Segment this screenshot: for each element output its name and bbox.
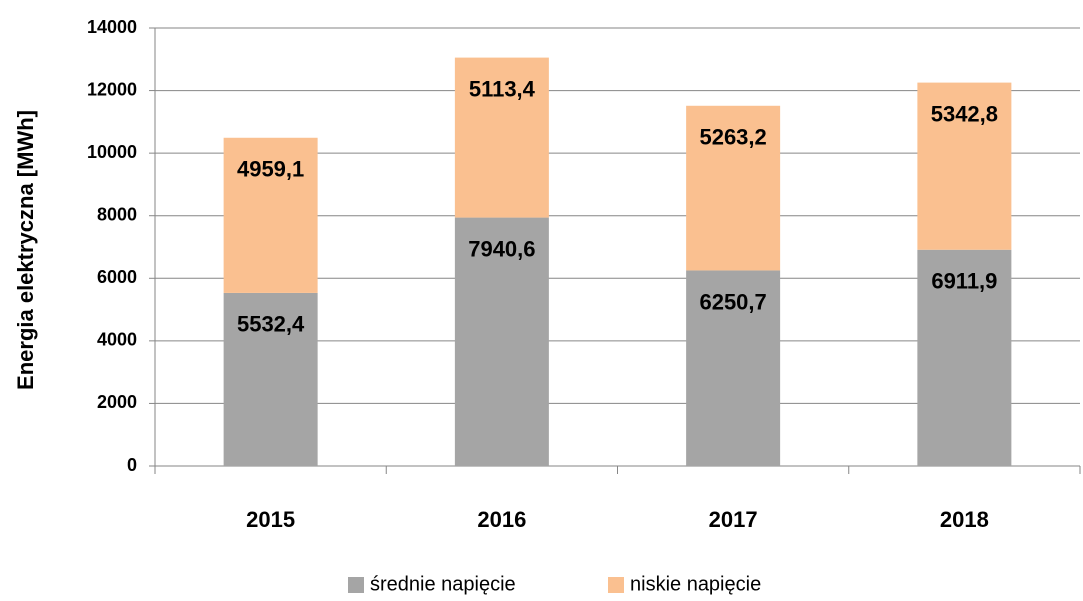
data-label: 5113,4 xyxy=(469,76,536,101)
x-tick-label: 2017 xyxy=(709,507,758,532)
x-tick-label: 2018 xyxy=(940,507,989,532)
legend-swatch xyxy=(348,577,364,593)
data-label: 5263,2 xyxy=(699,125,766,150)
y-tick-label: 12000 xyxy=(87,79,137,99)
data-label: 4959,1 xyxy=(237,157,304,182)
y-axis-label: Energia elektryczna [MWh] xyxy=(13,110,38,390)
data-label: 5342,8 xyxy=(931,101,998,126)
y-tick-label: 10000 xyxy=(87,142,137,162)
legend-swatch xyxy=(608,577,624,593)
data-label: 5532,4 xyxy=(237,312,305,337)
x-tick-label: 2016 xyxy=(477,507,526,532)
bar-segment xyxy=(686,270,781,466)
y-tick-label: 2000 xyxy=(97,392,137,412)
legend-label: średnie napięcie xyxy=(370,573,516,595)
legend-label: niskie napięcie xyxy=(630,573,761,595)
bar-segment xyxy=(917,249,1012,466)
y-tick-label: 14000 xyxy=(87,17,137,37)
y-tick-label: 6000 xyxy=(97,267,137,287)
y-tick-label: 4000 xyxy=(97,330,137,350)
data-label: 6911,9 xyxy=(931,269,997,294)
bar-segment xyxy=(686,105,781,271)
y-tick-label: 0 xyxy=(127,455,137,475)
bar-segment xyxy=(223,137,318,293)
bar-segment xyxy=(223,292,318,466)
bar-segment xyxy=(917,82,1012,250)
bar-segment xyxy=(454,217,549,466)
bar-segment xyxy=(454,57,549,218)
data-label: 6250,7 xyxy=(699,289,766,314)
data-label: 7940,6 xyxy=(468,236,535,261)
y-tick-label: 8000 xyxy=(97,204,137,224)
x-tick-label: 2015 xyxy=(246,507,295,532)
